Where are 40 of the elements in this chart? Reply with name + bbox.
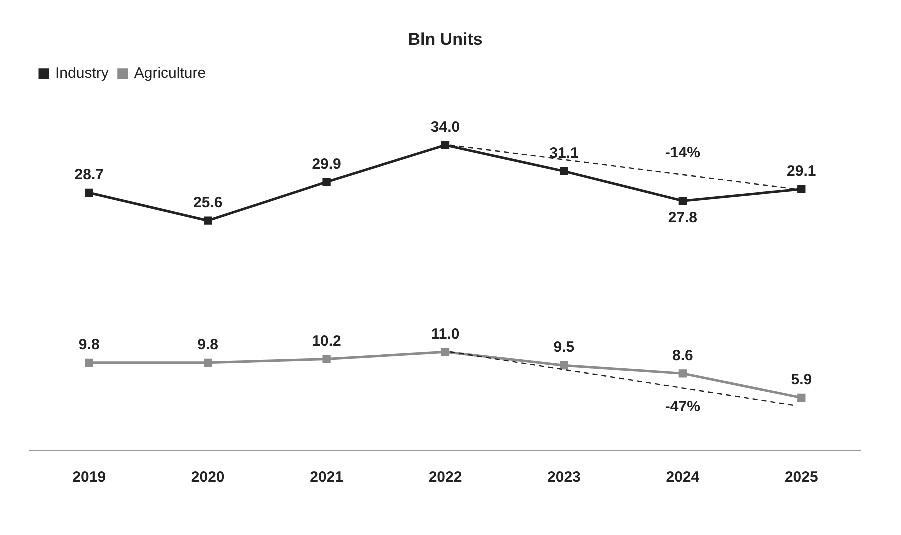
x-tick-label: 2024	[666, 469, 700, 486]
point	[322, 178, 331, 186]
data-label: 10.2	[312, 332, 342, 350]
point	[798, 394, 806, 402]
point	[85, 358, 94, 367]
data-label: 28.7	[74, 166, 104, 184]
x-tick-label: 2022	[428, 469, 462, 486]
x-tick-label: 2020	[191, 469, 225, 486]
data-label: 8.6	[672, 347, 694, 364]
annotation: -14%	[665, 144, 700, 162]
point	[678, 197, 688, 206]
legend-label: Agriculture	[134, 65, 206, 82]
point	[204, 358, 212, 367]
data-label: 29.1	[787, 163, 816, 180]
x-tick-label: 2021	[310, 469, 344, 486]
text: -47%	[665, 398, 700, 416]
x-tick-label: 2023	[548, 469, 581, 486]
data-label: 31.1	[550, 145, 579, 162]
chart-title: Bln Units	[408, 30, 483, 49]
data-label: 27.8	[668, 210, 698, 227]
point	[85, 188, 94, 198]
data-label: 11.0	[431, 326, 460, 343]
point	[322, 355, 331, 364]
point	[798, 185, 806, 194]
legend-label: Industry	[56, 65, 110, 82]
data-label: 5.9	[791, 372, 812, 389]
point	[441, 348, 450, 356]
data-label: 9.8	[78, 336, 100, 354]
data-label: 25.6	[193, 194, 223, 212]
point	[204, 216, 212, 225]
point	[560, 362, 568, 370]
point	[678, 370, 688, 378]
data-label: 29.9	[312, 156, 342, 173]
data-label: 34.0	[430, 118, 460, 136]
data-label: 9.8	[198, 336, 218, 354]
x-tick-label: 2025	[784, 469, 818, 486]
x-tick-label: 2019	[72, 469, 106, 486]
data-label: 9.5	[554, 339, 575, 356]
point	[560, 167, 568, 176]
point	[441, 141, 450, 150]
